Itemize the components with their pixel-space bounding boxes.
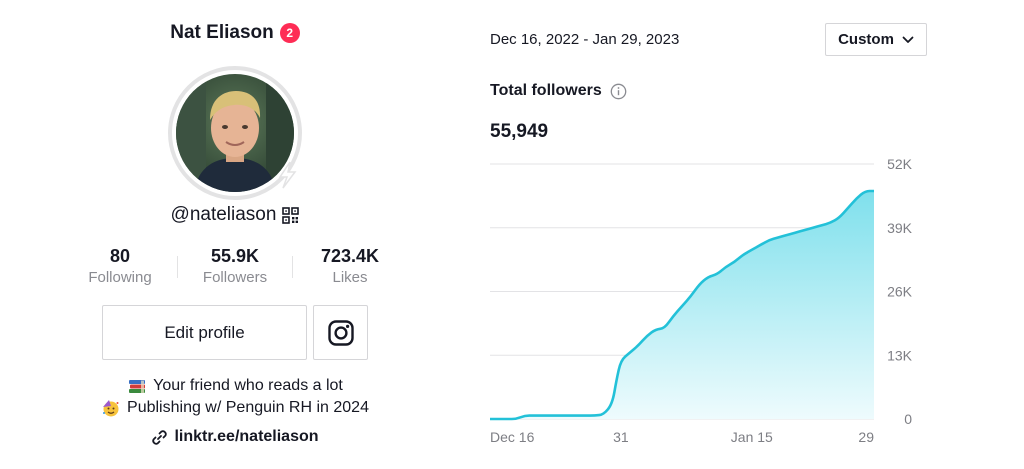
y-tick-label: 13K xyxy=(887,347,913,363)
x-tick-label: Jan 15 xyxy=(731,429,773,445)
y-tick-label: 39K xyxy=(887,220,913,236)
stat-followers[interactable]: 55.9K Followers xyxy=(185,246,285,286)
profile-stats: 80 Following 55.9K Followers 723.4K Like… xyxy=(70,246,400,292)
date-range-dropdown[interactable]: Custom xyxy=(825,23,927,56)
metric-value: 55,949 xyxy=(490,121,549,142)
profile-actions: Edit profile xyxy=(102,305,368,360)
books-emoji-icon xyxy=(129,380,146,393)
stat-following[interactable]: 80 Following xyxy=(70,246,170,286)
followers-area xyxy=(490,191,874,419)
profile-handle: @nateliason xyxy=(170,204,277,225)
link-icon xyxy=(152,429,168,445)
stat-divider xyxy=(292,256,293,278)
metric-title: Total followers xyxy=(490,82,627,100)
profile-name-row: Nat Eliason 2 xyxy=(70,22,400,44)
chevron-down-icon xyxy=(902,36,914,43)
profile-name: Nat Eliason xyxy=(170,22,274,43)
info-icon[interactable] xyxy=(610,83,627,100)
profile-link-row[interactable]: linktr.ee/nateliason xyxy=(70,428,400,446)
bio-line: Publishing w/ Penguin RH in 2024 xyxy=(70,397,400,419)
profile-link[interactable]: linktr.ee/nateliason xyxy=(174,428,319,445)
y-tick-label: 52K xyxy=(887,156,913,172)
date-range-label: Dec 16, 2022 - Jan 29, 2023 xyxy=(490,31,680,48)
instagram-button[interactable] xyxy=(313,305,368,360)
bio-text: Publishing w/ Penguin RH in 2024 xyxy=(127,399,369,416)
x-tick-label: 29 xyxy=(858,429,874,445)
bio-line: Your friend who reads a lot xyxy=(70,375,400,397)
y-tick-label: 0 xyxy=(904,411,912,427)
stat-divider xyxy=(177,256,178,278)
qr-code-icon[interactable] xyxy=(282,206,300,224)
edit-profile-button[interactable]: Edit profile xyxy=(102,305,307,360)
stat-label: Likes xyxy=(332,269,368,286)
date-range-dropdown-label: Custom xyxy=(838,31,894,48)
avatar[interactable] xyxy=(168,66,302,200)
stat-value: 80 xyxy=(109,246,131,266)
instagram-icon xyxy=(327,319,354,346)
stat-likes[interactable]: 723.4K Likes xyxy=(300,246,400,286)
stat-value: 55.9K xyxy=(210,246,260,266)
handle-row: @nateliason xyxy=(70,204,400,226)
notification-badge[interactable]: 2 xyxy=(279,23,300,43)
profile-panel: Nat Eliason 2 xyxy=(70,0,400,469)
avatar-edit-icon xyxy=(278,161,297,189)
partying-face-emoji-icon xyxy=(103,400,119,417)
metric-title-text: Total followers xyxy=(490,82,602,99)
x-tick-label: Dec 16 xyxy=(490,429,535,445)
stat-label: Followers xyxy=(202,269,268,286)
y-tick-label: 26K xyxy=(887,284,913,300)
followers-line xyxy=(490,189,874,421)
stat-value: 723.4K xyxy=(320,246,380,266)
stat-label: Following xyxy=(88,269,152,286)
profile-bio: Your friend who reads a lot Publishing w… xyxy=(70,375,400,419)
x-tick-label: 31 xyxy=(613,429,629,445)
avatar-photo xyxy=(176,74,294,192)
followers-chart: 0 13K 26K 39K 52K Dec 16 31 Jan 15 29 xyxy=(490,156,913,445)
bio-text: Your friend who reads a lot xyxy=(153,377,343,394)
